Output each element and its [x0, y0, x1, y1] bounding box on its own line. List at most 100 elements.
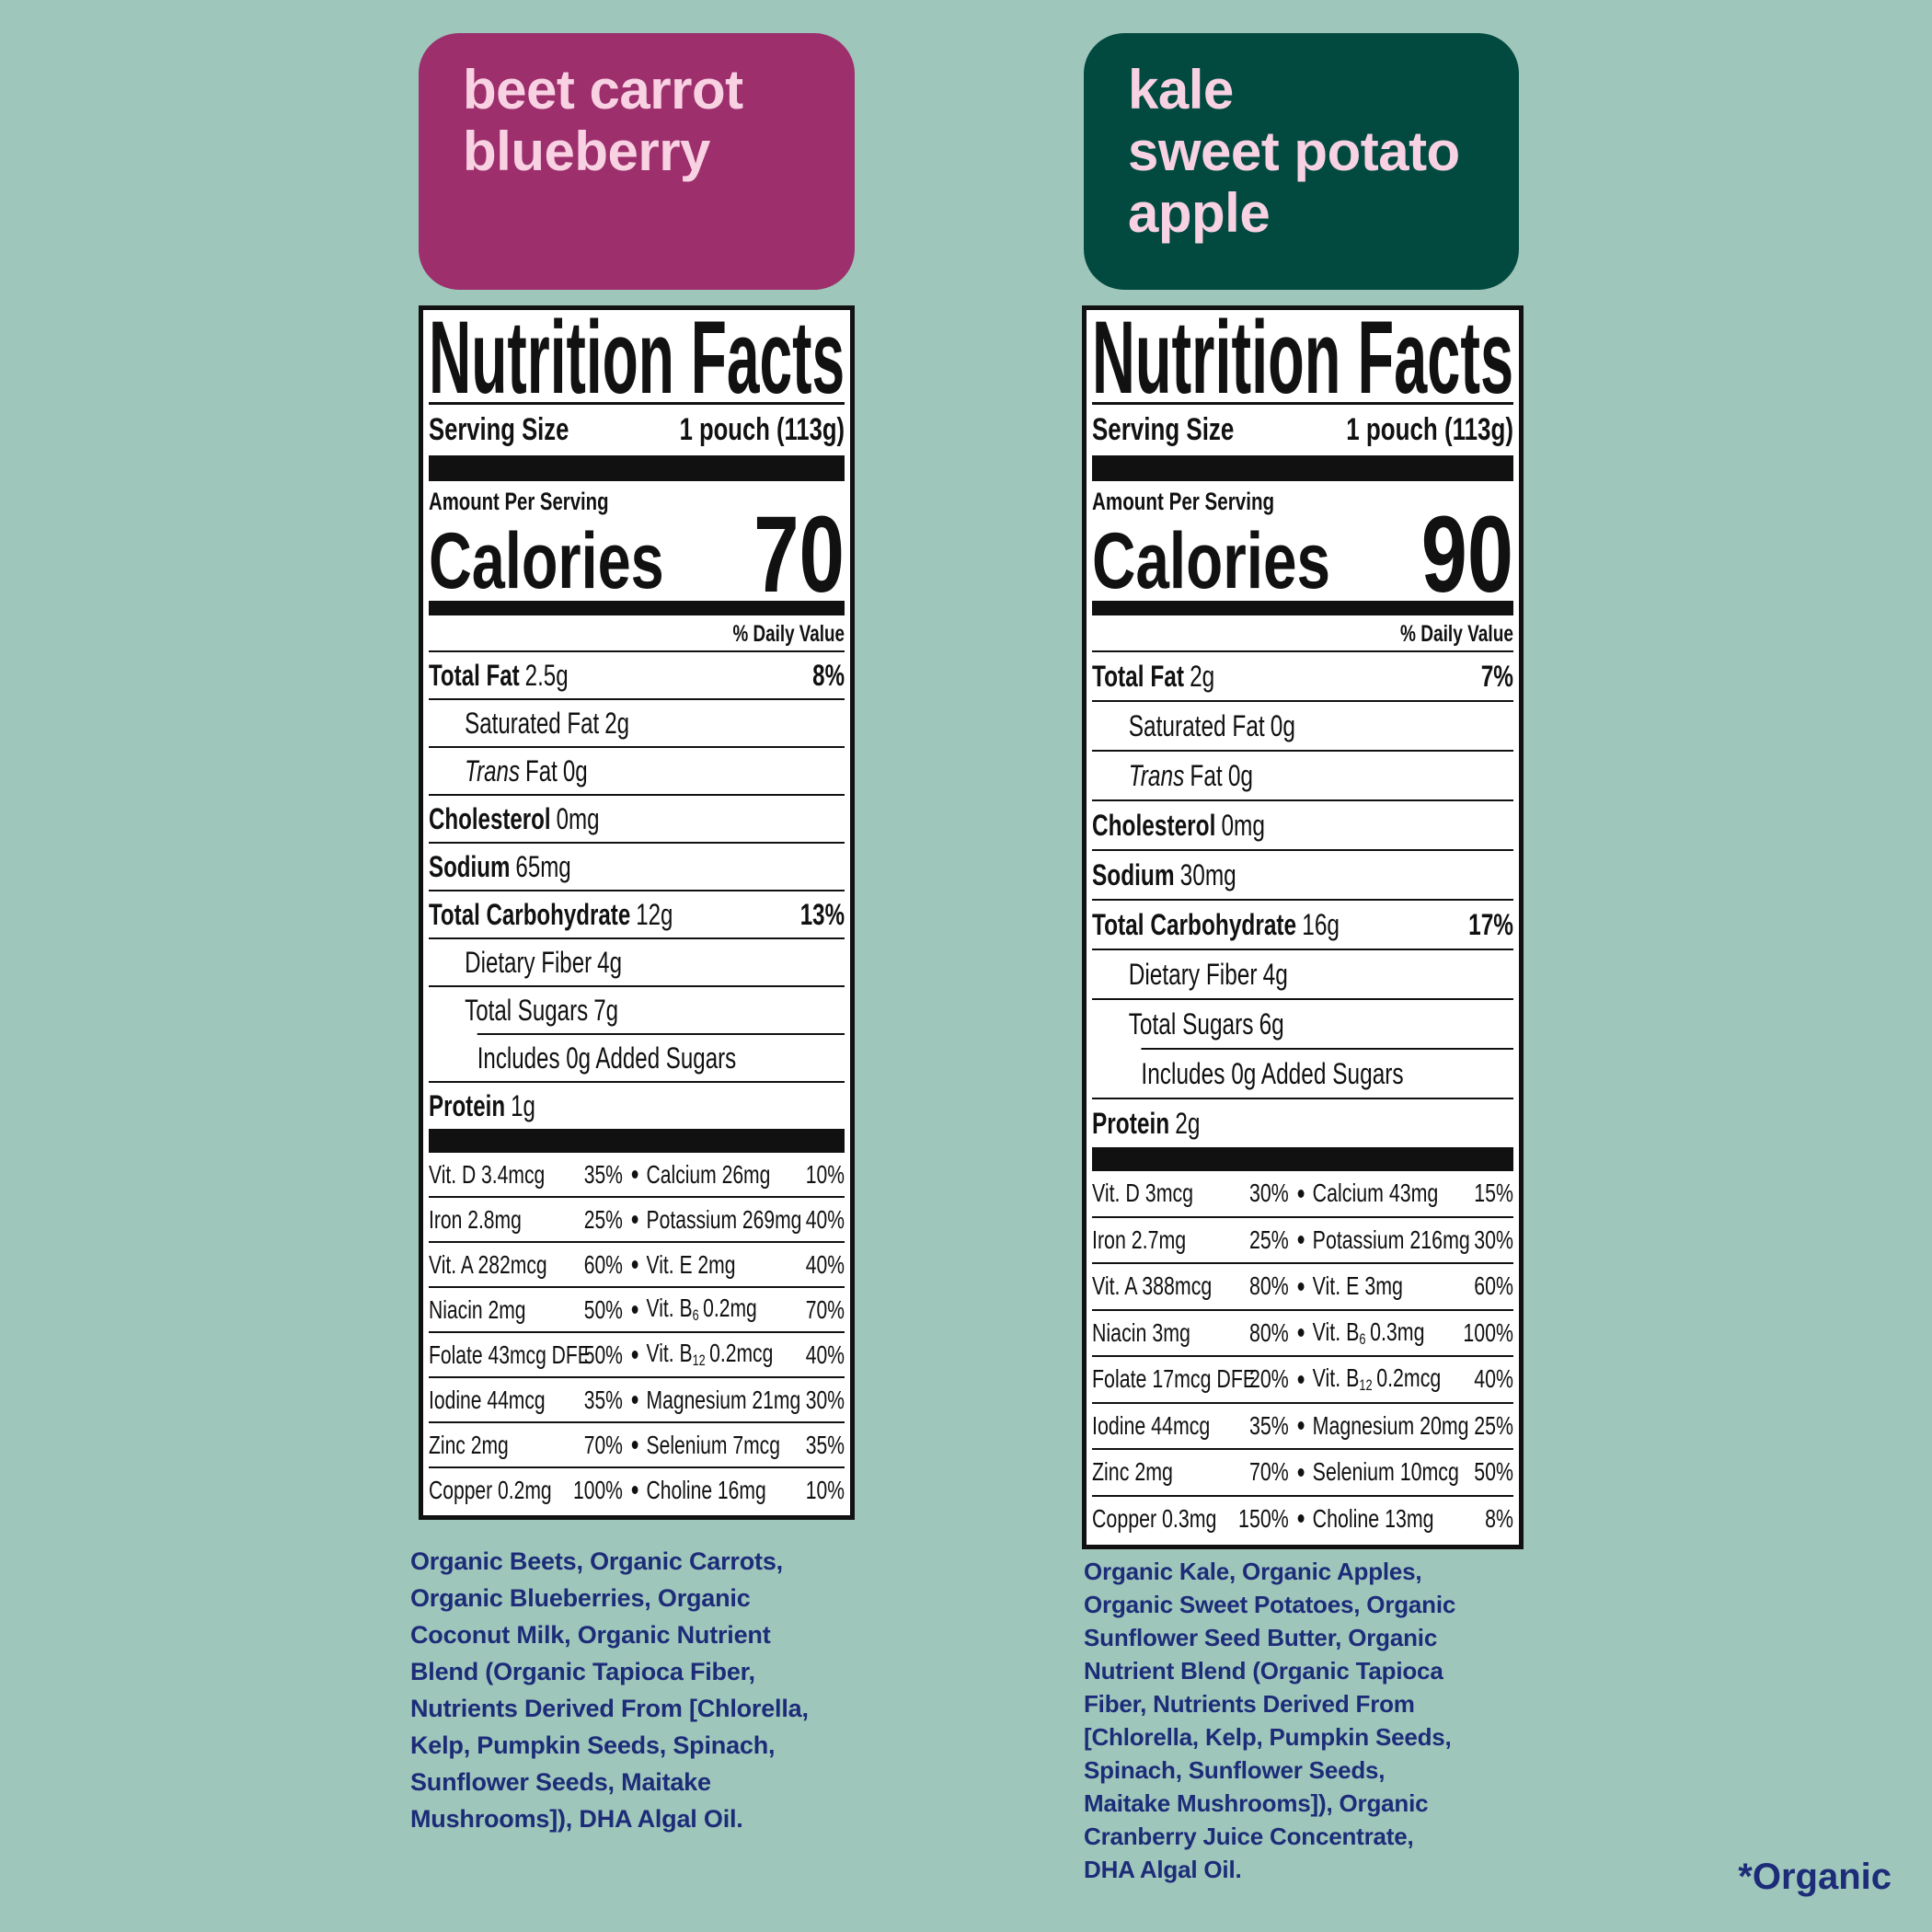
micronutrient-label: Potassium 216mg: [1312, 1225, 1470, 1254]
micronutrient-name: Calcium 26mg: [647, 1160, 806, 1190]
calories-value: 90: [1420, 494, 1513, 615]
micronutrient-dv: 30%: [1248, 1179, 1289, 1208]
micronutrient-label: Vit. B: [1312, 1363, 1360, 1393]
subscript: 12: [692, 1351, 706, 1370]
bullet: [1297, 1189, 1305, 1198]
ingredients-line: Sunflower Seed Butter, Organic: [1084, 1624, 1438, 1651]
micronutrient-label: Magnesium 20mg: [1312, 1410, 1469, 1440]
ingredients-line: DHA Algal Oil.: [1084, 1856, 1242, 1883]
daily-value-header: % Daily Value: [429, 615, 845, 652]
nutrient-amount: 2.5g: [524, 658, 569, 692]
product-name-line: sweet potato: [1128, 121, 1460, 182]
micronutrient-label: Folate 43mcg DFE: [429, 1340, 591, 1369]
nutrient-label: Total Sugars: [465, 993, 589, 1027]
nutrient-name: Trans Fat 0g: [465, 754, 588, 788]
micronutrient-name: Iodine 44mcg: [1092, 1411, 1230, 1441]
product-name-line: kale: [1128, 59, 1234, 121]
micronutrient-label: Calcium 43mg: [1312, 1179, 1439, 1208]
row-line: [429, 794, 845, 796]
micronutrient-label: Vit. E 2mg: [646, 1249, 736, 1279]
serving-row: Serving Size 1 pouch (113g): [1092, 405, 1513, 455]
product-name-box: kale sweet potato apple: [1084, 33, 1519, 290]
nutrient-name: Sodium 65mg: [429, 850, 571, 884]
label-title: Nutrition Facts: [1092, 310, 1513, 409]
micronutrient-label: Vit. E 3mg: [1312, 1271, 1403, 1301]
micronutrient-name: Vit. B12 0.2mcg: [1313, 1363, 1475, 1395]
rule: [1092, 402, 1513, 405]
nutrient-amount: 2g: [1175, 1106, 1201, 1140]
micronutrient-row: Folate 43mcg DFE 50% Vit. B12 0.2mcg 40%: [429, 1333, 845, 1376]
micronutrient-row: Vit. D 3mcg 30% Calcium 43mg 15%: [1092, 1171, 1513, 1216]
bullet: [631, 1170, 638, 1179]
nutrient-name: Total Carbohydrate 12g: [429, 898, 673, 932]
micronutrient-name: Folate 43mcg DFE: [429, 1340, 591, 1370]
micronutrient-row: Vit. A 282mcg 60% Vit. E 2mg 40%: [429, 1243, 845, 1286]
micronutrient-amount: 0.2mcg: [1376, 1363, 1442, 1393]
nutrient-label: Protein: [1092, 1106, 1170, 1140]
micronutrient-name: Potassium 269mg: [647, 1205, 806, 1235]
bullet: [631, 1441, 638, 1449]
calories-label: Calories: [1092, 517, 1331, 605]
nutrient-row: Saturated Fat 2g: [429, 700, 845, 746]
nutrient-label: Saturated Fat: [465, 706, 600, 740]
micronutrient-dv: 30%: [805, 1385, 845, 1414]
row-line: [1092, 998, 1513, 1000]
bullet: [631, 1396, 638, 1404]
micronutrient-dv: 50%: [583, 1294, 623, 1324]
micronutrient-dv: 40%: [805, 1204, 845, 1234]
subscript: 6: [1359, 1329, 1366, 1348]
nutrient-name: Saturated Fat 0g: [1129, 709, 1295, 743]
label-title: Nutrition Facts: [429, 310, 845, 409]
thick-bar: [1092, 1147, 1513, 1171]
nutrient-name: Total Fat 2g: [1092, 660, 1214, 694]
micronutrient-name: Niacin 2mg: [429, 1295, 565, 1325]
micronutrient-dv: 70%: [805, 1294, 845, 1324]
micronutrient-label: Calcium 26mg: [646, 1159, 771, 1189]
micronutrient-name: Choline 13mg: [1313, 1504, 1485, 1534]
bullet: [631, 1351, 638, 1359]
ingredients-line: Organic Beets, Organic Carrots,: [410, 1547, 783, 1575]
micronutrient-name: Magnesium 21mg: [647, 1386, 806, 1415]
bullet: [1297, 1374, 1305, 1384]
micronutrient-name: Vit. E 3mg: [1313, 1271, 1475, 1301]
ingredients: Organic Kale, Organic Apples, Organic Swe…: [1084, 1555, 1455, 1886]
serving-size: 1 pouch (113g): [1346, 412, 1513, 447]
nutrient-row: Total Fat 2.5g 8%: [429, 652, 845, 698]
micronutrient-name: Choline 16mg: [647, 1476, 806, 1505]
micronutrient-dv: 35%: [583, 1385, 623, 1414]
nutrient-label: Total Fat: [1092, 659, 1184, 693]
micronutrient-name: Copper 0.2mg: [429, 1476, 565, 1505]
micronutrient-name: Zinc 2mg: [429, 1431, 565, 1460]
product-name-box: beet carrot blueberry: [419, 33, 855, 290]
rule: [429, 402, 845, 405]
row-line: [429, 698, 845, 700]
ingredients: Organic Beets, Organic Carrots, Organic B…: [410, 1543, 809, 1837]
micronutrient-label: Vit. A 282mcg: [429, 1249, 547, 1279]
row-line: [1092, 1215, 1513, 1218]
micronutrient-row: Niacin 2mg 50% Vit. B6 0.2mg 70%: [429, 1288, 845, 1331]
nutrient-name: Protein 1g: [429, 1089, 535, 1123]
nutrient-row: Total Sugars 6g: [1092, 1000, 1513, 1048]
subscript: 6: [692, 1306, 699, 1325]
row-line: [1092, 1448, 1513, 1450]
micronutrient-label: Iodine 44mcg: [1092, 1410, 1211, 1440]
footnote: *Organic: [1738, 1857, 1892, 1897]
row-line: [1092, 1308, 1513, 1311]
ingredients-line: Kelp, Pumpkin Seeds, Spinach,: [410, 1731, 776, 1759]
nutrient-row: Total Fat 2g 7%: [1092, 652, 1513, 700]
nutrient-amount: 0g: [1227, 758, 1253, 792]
micronutrient-dv: 60%: [583, 1249, 623, 1279]
micronutrient-name: Zinc 2mg: [1092, 1457, 1230, 1487]
micronutrient-dv: 40%: [1474, 1364, 1513, 1394]
micronutrient-row: Zinc 2mg 70% Selenium 10mcg 50%: [1092, 1450, 1513, 1495]
bullet: [631, 1305, 638, 1314]
nutrient-amount: 4g: [1262, 957, 1288, 991]
micronutrient-name: Selenium 7mcg: [647, 1431, 806, 1460]
product-name-line: beet carrot: [463, 59, 743, 121]
product-name-line: apple: [1128, 182, 1271, 244]
bullet: [631, 1486, 638, 1494]
micronutrient-row: Niacin 3mg 80% Vit. B6 0.3mg 100%: [1092, 1311, 1513, 1356]
micronutrient-name: Iron 2.7mg: [1092, 1225, 1230, 1255]
nutrient-amount: 0mg: [556, 801, 600, 835]
